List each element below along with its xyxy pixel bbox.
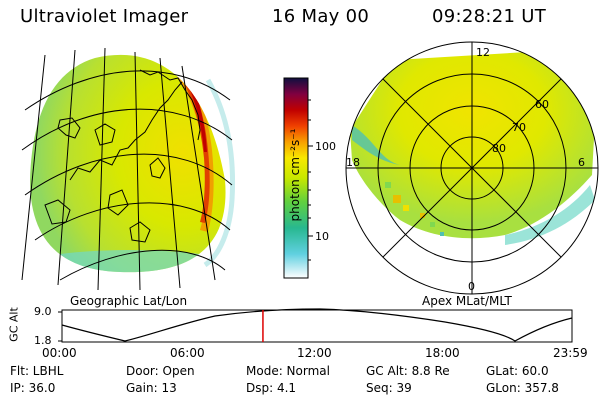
info-dsp: Dsp: 4.1 bbox=[246, 381, 297, 395]
mlat-label-70: 70 bbox=[512, 121, 526, 134]
geographic-image bbox=[21, 47, 235, 291]
latlon-grid bbox=[21, 47, 233, 291]
geographic-caption: Geographic Lat/Lon bbox=[70, 294, 188, 308]
date-label: 16 May 00 bbox=[272, 6, 370, 27]
colorbar-tick-10: 10 bbox=[315, 230, 329, 243]
mlat-label-80: 80 bbox=[492, 142, 506, 155]
mlt-label-12: 12 bbox=[476, 46, 490, 59]
info-glat: GLat: 60.0 bbox=[486, 364, 549, 378]
colorbar-unit-label: photon cm⁻²s⁻¹ bbox=[288, 128, 302, 222]
altitude-ytick-top: 9.0 bbox=[34, 305, 52, 318]
altitude-ylabel: GC Alt bbox=[7, 307, 21, 342]
info-gc-alt: GC Alt: 8.8 Re bbox=[366, 364, 450, 378]
mlt-label-6: 6 bbox=[578, 156, 585, 169]
polar-image bbox=[345, 41, 599, 295]
polar-grid bbox=[345, 41, 599, 295]
xtick-1800: 18:00 bbox=[425, 346, 460, 360]
altitude-curve bbox=[61, 308, 573, 342]
xtick-0000: 00:00 bbox=[42, 346, 77, 360]
xtick-2359: 23:59 bbox=[553, 346, 588, 360]
mlt-label-0: 0 bbox=[468, 280, 475, 293]
info-gain: Gain: 13 bbox=[126, 381, 177, 395]
mlt-label-18: 18 bbox=[346, 156, 360, 169]
mlat-label-60: 60 bbox=[535, 98, 549, 111]
info-ip: IP: 36.0 bbox=[10, 381, 56, 395]
colorbar bbox=[283, 77, 313, 279]
time-label: 09:28:21 UT bbox=[432, 6, 547, 27]
info-flt: Flt: LBHL bbox=[10, 364, 64, 378]
info-glon: GLon: 357.8 bbox=[486, 381, 559, 395]
altitude-ytick-bottom: 1.8 bbox=[34, 334, 52, 347]
xtick-0600: 06:00 bbox=[170, 346, 205, 360]
info-mode: Mode: Normal bbox=[246, 364, 330, 378]
instrument-title: Ultraviolet Imager bbox=[20, 6, 189, 27]
info-seq: Seq: 39 bbox=[366, 381, 412, 395]
altitude-plot bbox=[58, 308, 573, 343]
colorbar-tick-100: 100 bbox=[315, 140, 336, 153]
xtick-1200: 12:00 bbox=[297, 346, 332, 360]
info-door: Door: Open bbox=[126, 364, 195, 378]
apex-caption: Apex MLat/MLT bbox=[422, 294, 512, 308]
